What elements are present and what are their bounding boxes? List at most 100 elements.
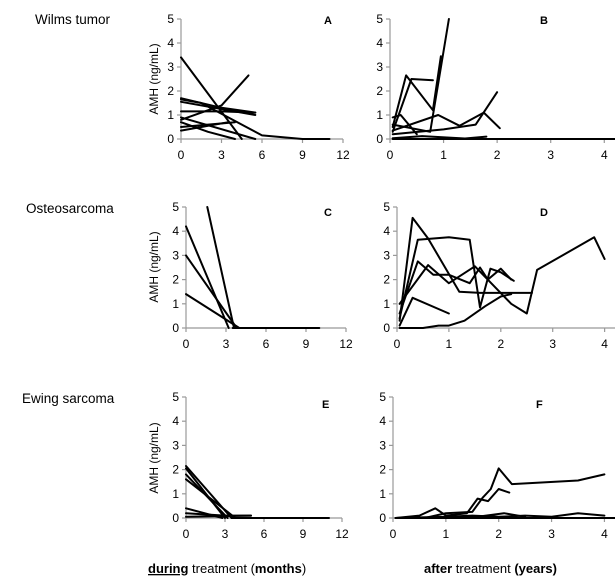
- series-line-3: [185, 254, 238, 329]
- y-tick-label: 3: [376, 60, 383, 74]
- x-tick-label: 12: [336, 148, 350, 162]
- panel-letter: A: [324, 15, 332, 27]
- x-tick-label: 0: [390, 527, 397, 541]
- y-tick-label: 0: [172, 321, 179, 335]
- series-line-10: [180, 121, 236, 128]
- series-line-5: [180, 110, 257, 114]
- x-tick-label: 6: [261, 527, 268, 541]
- x-tick-label: 0: [178, 148, 185, 162]
- y-tick-label: 2: [167, 84, 174, 98]
- x-axis-label-during: during treatment (months): [148, 561, 306, 576]
- x-tick-label: 12: [335, 527, 349, 541]
- x-tick-label: 12: [339, 337, 353, 351]
- y-tick-label: 2: [172, 273, 179, 287]
- y-tick-label: 5: [376, 12, 383, 26]
- y-tick-label: 4: [172, 414, 179, 428]
- y-tick-label: 5: [172, 390, 179, 404]
- series-line-2: [394, 488, 511, 519]
- x-tick-label: 4: [601, 527, 608, 541]
- y-axis-label-row3: AMH (ng/mL): [147, 422, 161, 493]
- series-line-1: [394, 467, 606, 519]
- series-line-4: [398, 236, 606, 315]
- y-tick-label: 1: [383, 297, 390, 311]
- panel-b: 0 1 2 3 4 5 0 1 2 3 4 B: [376, 12, 615, 162]
- y-tick-label: 1: [376, 108, 383, 122]
- x-tick-label: 3: [547, 148, 554, 162]
- y-tick-label: 4: [379, 414, 386, 428]
- x-axis-label-after-text: treatment: [452, 561, 514, 576]
- y-axis-label-row2: AMH (ng/mL): [147, 231, 161, 302]
- y-tick-label: 3: [172, 438, 179, 452]
- x-tick-label: 2: [495, 527, 502, 541]
- series-line-5: [398, 296, 450, 327]
- y-tick-label: 5: [172, 200, 179, 214]
- panel-letter: E: [322, 399, 329, 411]
- x-tick-label: 1: [440, 148, 447, 162]
- x-tick-label: 9: [300, 527, 307, 541]
- series-line-3: [180, 97, 257, 114]
- y-tick-label: 2: [383, 273, 390, 287]
- series-line-7: [391, 135, 488, 140]
- row-title-wilms: Wilms tumor: [35, 12, 110, 27]
- series-line-1: [398, 216, 533, 322]
- y-tick-label: 0: [172, 511, 179, 525]
- series-line-7: [185, 514, 252, 518]
- x-tick-label: 4: [601, 337, 608, 351]
- y-tick-label: 1: [167, 108, 174, 122]
- series-line-5: [391, 91, 499, 136]
- panel-letter: D: [540, 207, 548, 219]
- y-tick-label: 3: [383, 248, 390, 262]
- y-tick-label: 1: [172, 297, 179, 311]
- x-tick-label: 3: [222, 527, 229, 541]
- y-tick-label: 2: [172, 463, 179, 477]
- series-line-6: [391, 114, 418, 136]
- panel-letter: C: [324, 207, 332, 219]
- x-tick-label: 4: [601, 148, 608, 162]
- series-line-2: [391, 55, 442, 128]
- x-axis-label-after-bold: after: [424, 561, 452, 576]
- y-tick-label: 4: [172, 224, 179, 238]
- x-tick-label: 3: [218, 148, 225, 162]
- panel-letter: B: [540, 15, 548, 27]
- x-tick-label: 0: [183, 337, 190, 351]
- y-tick-label: 3: [379, 438, 386, 452]
- series-line-4: [185, 293, 241, 329]
- y-tick-label: 4: [376, 36, 383, 50]
- series-line-4: [185, 478, 237, 519]
- x-tick-label: 2: [497, 337, 504, 351]
- x-tick-label: 0: [387, 148, 394, 162]
- panel-d: 0 1 2 3 4 5 0 1 2 3 4 D: [383, 200, 615, 351]
- x-tick-label: 9: [303, 337, 310, 351]
- y-tick-label: 3: [167, 60, 174, 74]
- x-tick-label: 6: [259, 148, 266, 162]
- y-axis-label-row1: AMH (ng/mL): [147, 43, 161, 114]
- series-line-1: [206, 206, 235, 329]
- row-title-ewing: Ewing sarcoma: [22, 391, 115, 406]
- x-tick-label: 9: [299, 148, 306, 162]
- series-line-4: [391, 111, 501, 132]
- panel-letter: F: [536, 399, 543, 411]
- row-title-osteosarcoma: Osteosarcoma: [26, 201, 114, 216]
- x-tick-label: 3: [223, 337, 230, 351]
- y-tick-label: 5: [383, 200, 390, 214]
- x-tick-label: 0: [183, 527, 190, 541]
- y-tick-label: 4: [383, 224, 390, 238]
- series-line-6: [180, 116, 257, 140]
- x-tick-label: 1: [443, 527, 450, 541]
- y-tick-label: 5: [379, 390, 386, 404]
- x-tick-label: 3: [549, 337, 556, 351]
- y-tick-label: 2: [376, 84, 383, 98]
- x-axis-label-during-text: treatment (: [188, 561, 255, 576]
- x-tick-label: 2: [494, 148, 501, 162]
- series-line-1: [391, 78, 434, 133]
- y-tick-label: 0: [379, 511, 386, 525]
- y-tick-label: 0: [383, 321, 390, 335]
- panel-f: 0 1 2 3 4 5 0 1 2 3 4 F: [379, 390, 615, 541]
- y-tick-label: 4: [167, 36, 174, 50]
- y-tick-label: 1: [379, 487, 386, 501]
